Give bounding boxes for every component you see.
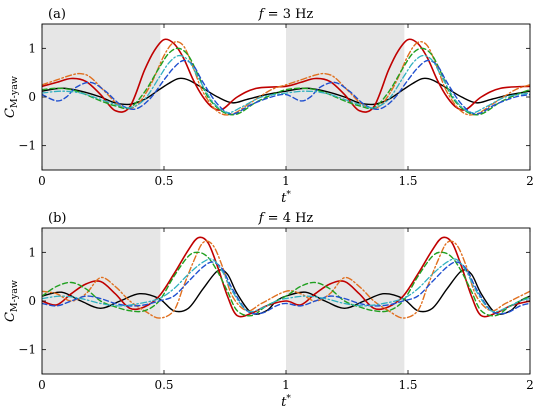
series-line-0 — [42, 77, 530, 106]
x-tick-label: 0.5 — [154, 174, 173, 188]
panel-b: 0 0.5 1 1.5 2 −1 0 1 (b) f = 4 Hz CM-yaw t* — [3, 211, 534, 410]
panel-label: (a) — [48, 7, 66, 22]
x-tick-label: 1 — [282, 378, 290, 392]
series-line-4 — [42, 261, 530, 315]
title-value: = 3 Hz — [264, 7, 314, 22]
title-variable: f — [258, 7, 266, 22]
x-axis-label: t* — [281, 190, 291, 206]
x-tick-label: 1.5 — [398, 378, 417, 392]
series-line-5 — [42, 54, 530, 114]
panel-a: 0 0.5 1 1.5 2 −1 0 1 (a) f = 3 Hz CM-yaw t* — [3, 7, 534, 206]
x-tick-label: 2 — [526, 378, 534, 392]
x-label-main: t — [281, 191, 287, 206]
series-group — [42, 38, 530, 116]
y-label-main: C — [3, 108, 18, 118]
x-label-superscript: * — [286, 190, 291, 200]
panel-label: (b) — [48, 211, 66, 226]
series-line-1 — [42, 38, 530, 113]
series-line-3 — [42, 251, 530, 317]
series-line-4 — [42, 59, 530, 115]
title-variable: f — [258, 211, 266, 226]
x-label-main: t — [281, 395, 287, 410]
series-group — [42, 236, 530, 319]
y-tick-label: 0 — [28, 90, 36, 104]
y-axis-label: CM-yaw — [3, 280, 20, 322]
y-tick-label: 0 — [28, 294, 36, 308]
x-tick-label: 1.5 — [398, 174, 417, 188]
y-tick-label: −1 — [18, 343, 36, 357]
y-axis-label: CM-yaw — [3, 76, 20, 118]
x-tick-label: 0 — [38, 174, 46, 188]
y-label-main: C — [3, 312, 18, 322]
x-tick-label: 0 — [38, 378, 46, 392]
x-tick-label: 1 — [282, 174, 290, 188]
y-label-subscript: M-yaw — [9, 280, 20, 312]
y-label-subscript: M-yaw — [9, 76, 20, 108]
title-value: = 4 Hz — [264, 211, 314, 226]
panel-title: f = 3 Hz — [258, 7, 314, 22]
x-tick-label: 2 — [526, 174, 534, 188]
series-line-2 — [42, 240, 530, 319]
y-tick-label: 1 — [28, 41, 36, 55]
y-tick-label: 1 — [28, 245, 36, 259]
x-label-superscript: * — [286, 394, 291, 404]
x-axis-label: t* — [281, 394, 291, 410]
panel-title: f = 4 Hz — [258, 211, 314, 226]
y-tick-label: −1 — [18, 139, 36, 153]
series-line-1 — [42, 236, 530, 318]
series-line-5 — [42, 258, 530, 313]
x-tick-label: 0.5 — [154, 378, 173, 392]
